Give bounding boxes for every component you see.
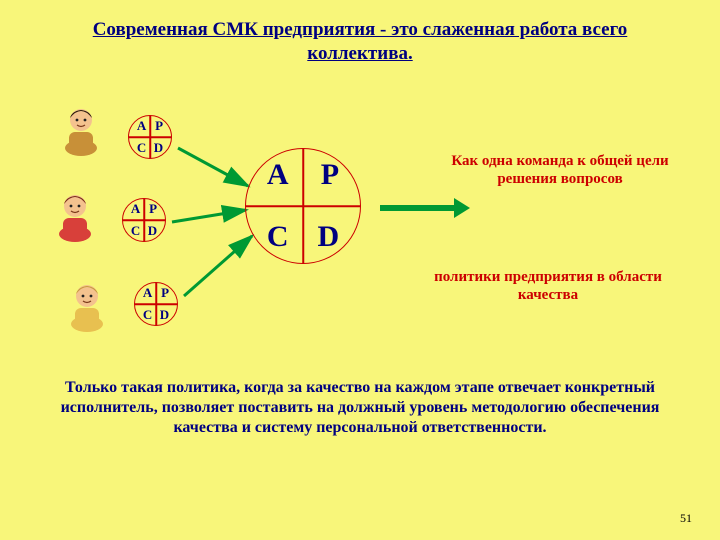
big-pdca-circle: A P C D [245, 148, 361, 264]
slide: Современная СМК предприятия - это слажен… [0, 0, 720, 540]
text-quality-policy: политики предприятия в области качества [408, 268, 688, 304]
text-team-goal: Как одна команда к общей цели решения во… [430, 152, 690, 188]
small-pdca-circle: A P C D [122, 198, 166, 242]
small-pdca-circle: A P C D [134, 282, 178, 326]
bottom-paragraph: Только такая политика, когда за качество… [40, 378, 680, 438]
page-number: 51 [680, 511, 692, 526]
pdca-label-c: C [267, 220, 289, 254]
person-icon [54, 190, 96, 242]
pdca-label-a: A [267, 158, 289, 192]
person-icon [66, 280, 108, 332]
slide-title: Современная СМК предприятия - это слажен… [0, 0, 720, 66]
small-pdca-circle: A P C D [128, 115, 172, 159]
pdca-label-p: P [321, 158, 339, 192]
pdca-label-d: D [317, 220, 339, 254]
person-icon [60, 104, 102, 156]
